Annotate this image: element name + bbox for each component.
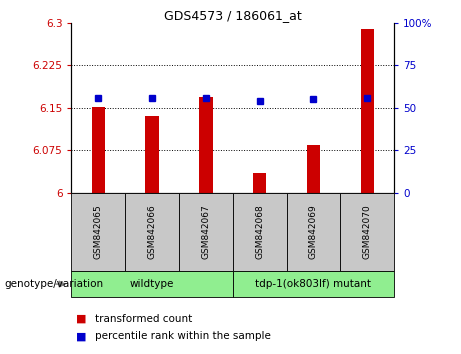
Text: percentile rank within the sample: percentile rank within the sample [95, 331, 271, 341]
Text: GSM842067: GSM842067 [201, 205, 210, 259]
Title: GDS4573 / 186061_at: GDS4573 / 186061_at [164, 9, 301, 22]
Text: genotype/variation: genotype/variation [5, 279, 104, 289]
Text: tdp-1(ok803lf) mutant: tdp-1(ok803lf) mutant [255, 279, 372, 289]
Bar [307, 145, 320, 193]
Text: GSM842069: GSM842069 [309, 205, 318, 259]
Text: wildtype: wildtype [130, 279, 174, 289]
Text: GSM842070: GSM842070 [363, 205, 372, 259]
Text: GSM842066: GSM842066 [148, 205, 157, 259]
Bar [253, 172, 266, 193]
Text: ■: ■ [76, 331, 87, 341]
Bar [361, 29, 374, 193]
Text: GSM842068: GSM842068 [255, 205, 264, 259]
Bar [199, 97, 213, 193]
Text: ■: ■ [76, 314, 87, 324]
Bar [145, 116, 159, 193]
Text: transformed count: transformed count [95, 314, 192, 324]
Bar [92, 107, 105, 193]
Text: GSM842065: GSM842065 [94, 205, 103, 259]
